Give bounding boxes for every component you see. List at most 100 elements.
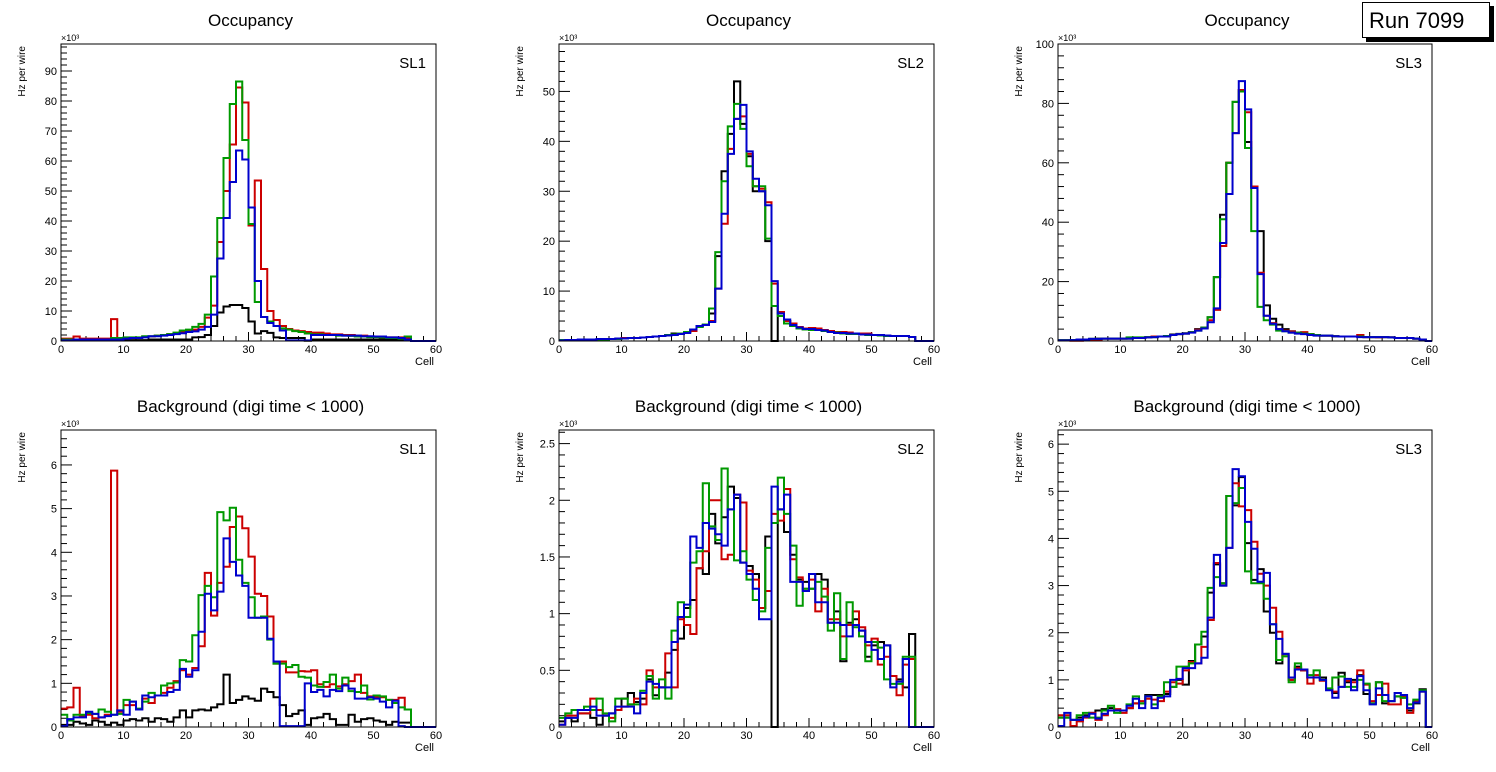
series-line-blue: [61, 149, 436, 342]
y-axis-label: Hz per wire: [1014, 46, 1025, 97]
y-tick-label: 0: [1048, 722, 1054, 734]
y-tick-label: 0: [51, 336, 57, 348]
x-axis-label: Cell: [415, 356, 434, 368]
y-axis-label: Hz per wire: [17, 46, 28, 97]
series-line-red: [61, 469, 436, 728]
y-tick-label: 60: [1042, 158, 1054, 170]
series-line-black: [61, 673, 436, 728]
x-tick-label: 50: [865, 344, 877, 356]
y-axis-label: Hz per wire: [1014, 432, 1025, 483]
x-tick-label: 60: [430, 730, 442, 742]
plot-frame: [558, 43, 935, 342]
y-tick-label: 40: [45, 216, 57, 228]
y-tick-label: 3: [1048, 581, 1054, 593]
chart-title: Occupancy: [706, 11, 792, 30]
y-tick-label: 2.5: [540, 439, 555, 451]
chart-panel-6: Background (digi time < 1000)0 10 20 30 40 50…: [1014, 397, 1438, 754]
plot-frame: [1057, 429, 1433, 728]
superlayer-label: SL2: [897, 55, 924, 72]
y-tick-label: 0: [1048, 336, 1054, 348]
y-tick-label: 50: [543, 86, 555, 98]
x-tick-label: 40: [803, 344, 815, 356]
series-line-green: [559, 467, 934, 728]
x-tick-label: 60: [1426, 730, 1438, 742]
x-tick-label: 0: [58, 730, 64, 742]
superlayer-label: SL3: [1395, 55, 1422, 72]
y-tick-label: 3: [51, 591, 57, 603]
y-tick-label: 2: [1048, 628, 1054, 640]
x-tick-label: 20: [678, 730, 690, 742]
y-tick-label: 6: [51, 460, 57, 472]
x-tick-label: 50: [865, 730, 877, 742]
y-tick-label: 60: [45, 156, 57, 168]
y-tick-label: 5: [1048, 486, 1054, 498]
x-axis-label: Cell: [415, 742, 434, 754]
y-tick-label: 20: [543, 236, 555, 248]
superlayer-label: SL1: [399, 55, 426, 72]
x-tick-label: 30: [242, 344, 254, 356]
x-tick-label: 40: [1301, 344, 1313, 356]
plot-frame: [60, 43, 437, 342]
y-exponent-label: ×10³: [61, 419, 79, 429]
run-label: Run 7099: [1369, 8, 1465, 33]
plot-frame: [1057, 43, 1433, 342]
y-tick-label: 30: [45, 246, 57, 258]
series-line-green: [1058, 90, 1432, 342]
chart-panel-5: Background (digi time < 1000)0 10 20 30 40 50…: [515, 397, 940, 754]
y-exponent-label: ×10³: [1058, 33, 1076, 43]
y-tick-label: 4: [1048, 533, 1054, 545]
y-axis-label: Hz per wire: [17, 432, 28, 483]
y-tick-label: 10: [543, 286, 555, 298]
x-tick-label: 10: [117, 344, 129, 356]
chart-panel-4: Background (digi time < 1000)0 10 20 30 40 50…: [17, 397, 442, 754]
chart-title: Occupancy: [1204, 11, 1290, 30]
x-tick-label: 0: [556, 730, 562, 742]
x-tick-label: 30: [740, 344, 752, 356]
y-tick-label: 6: [1048, 439, 1054, 451]
x-axis-label: Cell: [1411, 742, 1430, 754]
x-axis-label: Cell: [913, 356, 932, 368]
y-tick-label: 30: [543, 186, 555, 198]
x-tick-label: 20: [678, 344, 690, 356]
x-tick-label: 10: [117, 730, 129, 742]
y-exponent-label: ×10³: [61, 33, 79, 43]
y-tick-label: 0: [51, 722, 57, 734]
y-tick-label: 80: [45, 96, 57, 108]
y-tick-label: 0: [549, 722, 555, 734]
x-axis-label: Cell: [1411, 356, 1430, 368]
x-tick-label: 50: [1364, 730, 1376, 742]
y-exponent-label: ×10³: [1058, 419, 1076, 429]
x-tick-label: 30: [1239, 730, 1251, 742]
chart-title: Occupancy: [208, 11, 294, 30]
x-tick-label: 20: [180, 344, 192, 356]
y-axis-label: Hz per wire: [515, 46, 526, 97]
y-tick-label: 1.5: [540, 552, 555, 564]
x-tick-label: 0: [1055, 730, 1061, 742]
y-tick-label: 40: [1042, 217, 1054, 229]
series-line-red: [559, 487, 934, 728]
x-tick-label: 0: [58, 344, 64, 356]
x-tick-label: 30: [242, 730, 254, 742]
plot-frame: [60, 429, 437, 728]
x-tick-label: 10: [615, 730, 627, 742]
x-tick-label: 20: [1177, 344, 1189, 356]
series-line-blue: [1058, 80, 1432, 342]
x-tick-label: 40: [305, 730, 317, 742]
y-tick-label: 50: [45, 186, 57, 198]
series-line-black: [61, 304, 436, 342]
y-tick-label: 10: [45, 306, 57, 318]
x-tick-label: 40: [1301, 730, 1313, 742]
x-tick-label: 60: [928, 344, 940, 356]
y-tick-label: 2: [51, 635, 57, 647]
x-tick-label: 40: [305, 344, 317, 356]
superlayer-label: SL2: [897, 441, 924, 458]
x-tick-label: 30: [740, 730, 752, 742]
plot-frame: [558, 429, 935, 728]
x-tick-label: 10: [1114, 344, 1126, 356]
y-tick-label: 90: [45, 66, 57, 78]
